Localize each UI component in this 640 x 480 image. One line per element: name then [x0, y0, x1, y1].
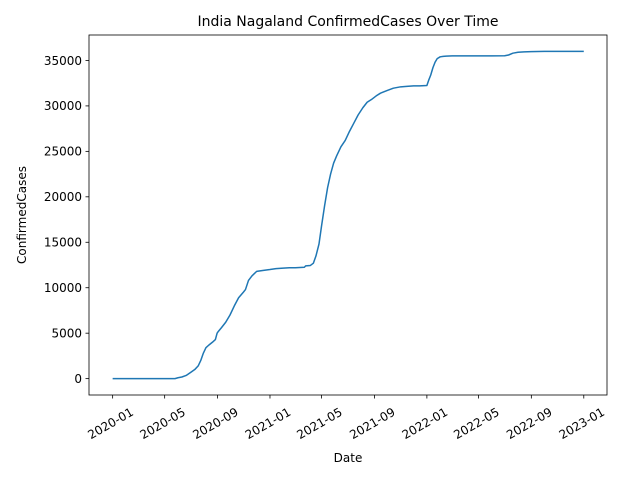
y-tick-label: 10000: [44, 281, 82, 295]
series-group: [112, 50, 584, 380]
y-tick-label: 0: [74, 372, 82, 386]
y-tick-label: 30000: [44, 99, 82, 113]
y-tick-label: 20000: [44, 190, 82, 204]
y-axis-label: ConfirmedCases: [15, 166, 29, 264]
y-tick-label: 15000: [44, 236, 82, 250]
chart-title: India Nagaland ConfirmedCases Over Time: [197, 14, 498, 30]
series-line-0: [112, 50, 584, 380]
x-axis-label: Date: [334, 451, 363, 465]
y-tick-label: 25000: [44, 145, 82, 159]
y-axis-ticks: 0 5000 10000 15000 20000 25000 30000 35000: [44, 54, 89, 386]
y-tick-label: 5000: [51, 326, 82, 340]
axes-frame: [88, 34, 608, 396]
y-tick-label: 35000: [44, 54, 82, 68]
plot-area: [89, 35, 607, 395]
